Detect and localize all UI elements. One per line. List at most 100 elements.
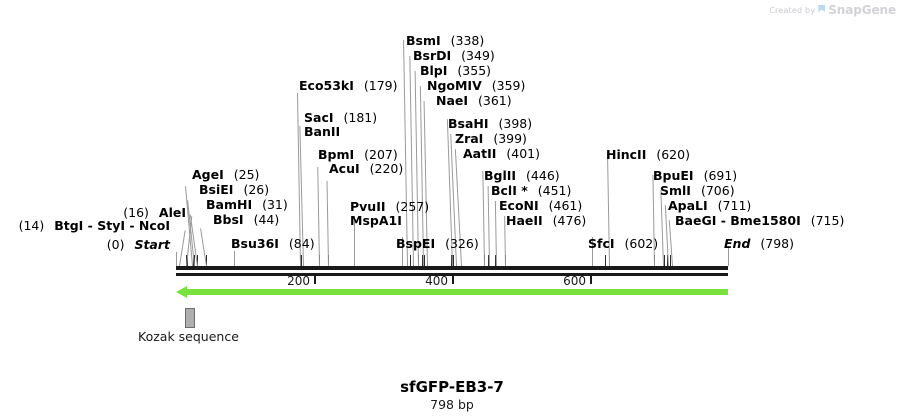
site-tick [453,255,454,266]
site-name-bspei: BspEI [396,236,436,251]
site-label-eco53ki[interactable]: Eco53kI (179) [299,79,398,92]
site-label-bsahi[interactable]: BsaHI (398) [448,117,532,130]
site-label-btgi-styi-ncoi[interactable]: (14) BtgI - StyI - NcoI [0,219,170,232]
site-name-alei: AleI [158,205,186,220]
site-label-agei[interactable]: AgeI (25) [192,168,259,181]
watermark-brand-label: SnapGene [828,3,896,17]
site-label-bpmi[interactable]: BpmI (207) [318,148,398,161]
leader-line [592,237,593,266]
site-label-start[interactable]: (0) Start [0,238,170,251]
site-label-end[interactable]: End (798) [724,237,794,250]
site-position-sfci: (602) [624,236,659,251]
feature-arrow-body [186,289,728,295]
site-tick [410,255,411,266]
site-name-pvuii: PvuII [350,199,386,214]
site-tick [670,255,671,266]
site-position-blpi: (355) [457,63,492,78]
site-label-bspei[interactable]: BspEI (326) [396,237,479,250]
sequence-backbone-upper [176,266,728,270]
leader-line [326,181,329,267]
site-position-bsiei: (26) [243,182,270,197]
site-position-eco53ki: (179) [363,78,398,93]
site-label-bsiei[interactable]: BsiEI (26) [199,183,269,196]
site-position-smli: (706) [700,183,735,198]
site-tick [301,255,302,266]
site-label-zrai[interactable]: ZraI (399) [455,132,527,145]
sequence-length-label: 798 bp [430,397,474,412]
kozak-sequence-marker[interactable] [185,308,195,328]
site-label-hincii[interactable]: HincII (620) [606,148,690,161]
site-name-eco53ki: Eco53kI [299,78,354,93]
site-name-agei: AgeI [192,167,224,182]
site-label-acui[interactable]: AcuI (220) [329,162,403,175]
site-label-blpi[interactable]: BlpI (355) [420,64,491,77]
ruler-label-200: 200 [287,274,310,288]
site-label-aatii[interactable]: AatII (401) [463,147,540,160]
site-name-bsiei: BsiEI [199,182,234,197]
leader-line [487,186,490,267]
site-label-alei[interactable]: (16) AleI [0,206,186,219]
site-tick [197,255,198,266]
ruler-label-600: 600 [563,274,586,288]
site-label-naei[interactable]: NaeI (361) [436,94,512,107]
site-position-apali: (711) [717,198,752,213]
site-label-banii[interactable]: BanII [304,125,340,138]
site-name-econi: EcoNI [499,198,539,213]
site-name-bamhi: BamHI [206,197,253,212]
site-position-bglii: (446) [526,168,560,183]
end-position: (798) [760,236,794,251]
kozak-sequence-label: Kozak sequence [138,329,239,344]
site-label-bsmi[interactable]: BsmI (338) [406,34,484,47]
site-label-ngomiv[interactable]: NgoMIV (359) [427,79,525,92]
site-name-aatii: AatII [463,146,497,161]
leader-line [234,251,235,266]
site-position-aatii: (401) [506,146,540,161]
site-tick [206,255,207,266]
site-label-baegi-bme1580i[interactable]: BaeGI - Bme1580I (715) [675,214,844,227]
site-label-bpuei[interactable]: BpuEI (691) [653,169,737,182]
leader-line [482,171,485,267]
site-position-bsu36i: (84) [288,236,315,251]
site-position-bpmi: (207) [364,147,398,162]
ruler-tick-200 [314,273,316,284]
site-label-saci[interactable]: SacI (181) [304,111,377,124]
site-label-bcli[interactable]: BclI * (451) [491,184,571,197]
site-label-bbsi[interactable]: BbsI (44) [213,213,279,226]
site-position-bamhi: (31) [262,197,288,212]
site-position-bbsi: (44) [253,212,280,227]
site-name-baegi: BaeGI - Bme1580I [675,213,801,228]
site-name-bsmi: BsmI [406,33,441,48]
site-name-btgi: BtgI - StyI - NcoI [54,218,170,233]
site-position-pvuii: (257) [395,199,430,214]
site-position-acui: (220) [369,161,404,176]
site-name-sfci: SfcI [588,236,615,251]
site-position-haeii: (476) [552,213,587,228]
site-label-sfci[interactable]: SfcI (602) [588,237,658,250]
site-label-bglii[interactable]: BglII (446) [484,169,560,182]
site-tick [605,255,606,266]
site-position-bcli: (451) [537,183,572,198]
site-label-apali[interactable]: ApaLI (711) [668,199,751,212]
site-label-smli[interactable]: SmlI (706) [660,184,735,197]
site-tick [424,255,425,266]
site-label-haeii[interactable]: HaeII (476) [506,214,586,227]
site-position-baegi: (715) [810,213,845,228]
site-label-bsrdi[interactable]: BsrDI (349) [413,49,495,62]
site-label-pvuii[interactable]: PvuII (257) [350,200,429,213]
site-name-ngomiv: NgoMIV [427,78,482,93]
site-name-bpuei: BpuEI [653,168,694,183]
start-position: (0) [106,237,125,252]
site-name-naei: NaeI [436,93,469,108]
site-label-econi[interactable]: EcoNI (461) [499,199,582,212]
site-label-bsu36i[interactable]: Bsu36I (84) [231,237,315,250]
watermark-created-by-label: Created by [769,5,816,15]
site-label-bamhi[interactable]: BamHI (31) [206,198,288,211]
site-name-acui: AcuI [329,161,360,176]
site-position-ngomiv: (359) [491,78,526,93]
leader-line [652,175,655,267]
cds-feature-arrow[interactable] [176,286,728,298]
site-label-mspa1i[interactable]: MspA1I [350,214,402,227]
ruler-tick-400 [452,273,454,284]
site-position-bsmi: (338) [450,33,485,48]
